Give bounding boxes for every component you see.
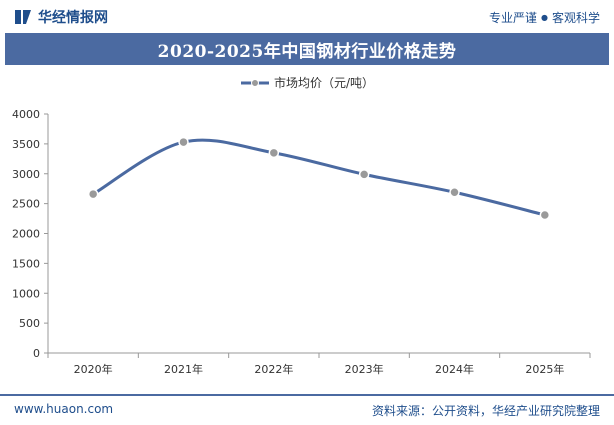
data-point [178, 136, 189, 148]
series-line [92, 138, 546, 217]
brand-name: 华经情报网 [38, 10, 108, 26]
footer-source: 资料来源：公开资料，华经产业研究院整理 [371, 404, 600, 418]
x-axis: 2020年 2021年 2022年 2023年 2024年 2025年 [47, 352, 591, 376]
data-point [449, 187, 460, 198]
x-tick-label: 2023年 [345, 362, 384, 376]
tagline: 专业严谨 ● 客观科学 [489, 9, 600, 26]
y-tick-label: 2000 [12, 228, 40, 241]
y-axis: 0 500 1000 1500 2000 2500 3000 3500 4000 [12, 108, 49, 360]
data-point [539, 209, 551, 221]
footer-url-link[interactable]: www.huaon.com [14, 402, 114, 416]
tagline-right: 客观科学 [551, 11, 600, 25]
y-tick-label: 4000 [12, 108, 40, 121]
data-point [268, 147, 280, 159]
footer: www.huaon.com 资料来源：公开资料，华经产业研究院整理 [0, 394, 614, 425]
x-tick-label: 2022年 [254, 362, 293, 376]
x-tick-label: 2020年 [74, 362, 113, 376]
chart-title: 2020-2025年中国钢材行业价格走势 [157, 41, 457, 62]
y-tick-label: 0 [33, 347, 40, 360]
chart-legend: 市场均价（元/吨） [0, 74, 614, 91]
y-tick-label: 3500 [12, 138, 40, 151]
brand[interactable]: 华经情报网 [14, 7, 108, 27]
data-point [358, 169, 370, 180]
x-tick-label: 2025年 [525, 362, 564, 376]
top-bar: 华经情报网 专业严谨 ● 客观科学 [0, 0, 614, 32]
legend-line-marker-icon [240, 78, 269, 87]
data-point [87, 188, 99, 200]
y-tick-label: 500 [19, 317, 40, 330]
y-tick-label: 3000 [12, 168, 40, 181]
y-tick-label: 2500 [12, 198, 40, 211]
plot-area [87, 136, 551, 221]
x-tick-label: 2021年 [164, 362, 203, 376]
x-tick-label: 2024年 [435, 362, 474, 376]
y-tick-label: 1500 [12, 257, 40, 270]
tagline-left: 专业严谨 [488, 11, 537, 25]
huajing-logo-icon [15, 10, 31, 24]
y-tick-label: 1000 [12, 287, 40, 300]
title-bar: 2020-2025年中国钢材行业价格走势 [5, 33, 609, 65]
bullet-dot-icon: ● [541, 13, 548, 22]
legend-label: 市场均价（元/吨） [273, 76, 375, 90]
